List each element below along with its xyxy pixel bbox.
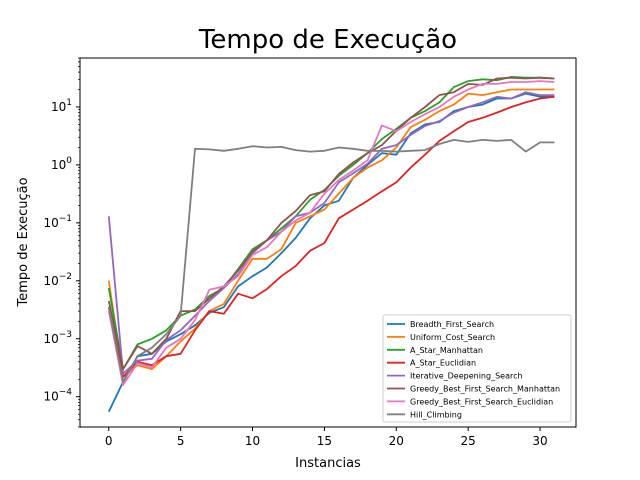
x-tick-label-2: 10 [245, 434, 260, 448]
series-line-3 [107, 95, 555, 378]
y-axis-ticks: 10−4 10−3 10−2 10−1 100 101 [43, 57, 80, 428]
x-tick-label-1: 5 [177, 434, 185, 448]
x-axis-ticks: 0 5 10 15 20 25 30 [105, 427, 548, 448]
legend: Breadth_First_Search Uniform_Cost_Search A… [382, 314, 572, 423]
series-line-0 [107, 92, 555, 413]
x-tick-label-5: 25 [461, 434, 476, 448]
x-tick-label-4: 20 [389, 434, 404, 448]
y-tick-label-4: 100 [51, 156, 72, 172]
legend-label-3: A_Star_Euclidian [410, 359, 476, 368]
legend-label-5: Greedy_Best_First_Search_Manhattan [410, 385, 560, 394]
legend-label-6: Greedy_Best_First_Search_Euclidian [410, 397, 553, 406]
series-layer [107, 76, 555, 413]
series-line-4 [107, 91, 555, 375]
legend-label-0: Breadth_First_Search [410, 320, 494, 329]
series-line-6 [107, 80, 555, 386]
series-line-1 [107, 88, 555, 378]
legend-label-4: Iterative_Deepening_Search [410, 372, 523, 381]
legend-label-7: Hill_Climbing [410, 410, 462, 419]
x-axis-label: Instancias [295, 456, 361, 471]
plot-frame [79, 57, 577, 428]
y-tick-label-1: 10−3 [43, 330, 72, 346]
y-tick-label-5: 101 [51, 98, 72, 114]
legend-label-2: A_Star_Manhattan [410, 346, 483, 355]
y-tick-label-0: 10−4 [43, 388, 72, 404]
legend-box [382, 314, 572, 423]
x-tick-label-6: 30 [532, 434, 547, 448]
legend-label-1: Uniform_Cost_Search [410, 333, 495, 342]
y-tick-label-3: 10−1 [43, 214, 72, 230]
y-axis-label: Tempo de Execução [16, 177, 31, 307]
chart-title: Tempo de Execução [198, 25, 457, 55]
y-tick-label-2: 10−2 [43, 272, 72, 288]
series-line-7 [107, 138, 555, 383]
x-tick-label-0: 0 [105, 434, 113, 448]
x-tick-label-3: 15 [317, 434, 332, 448]
